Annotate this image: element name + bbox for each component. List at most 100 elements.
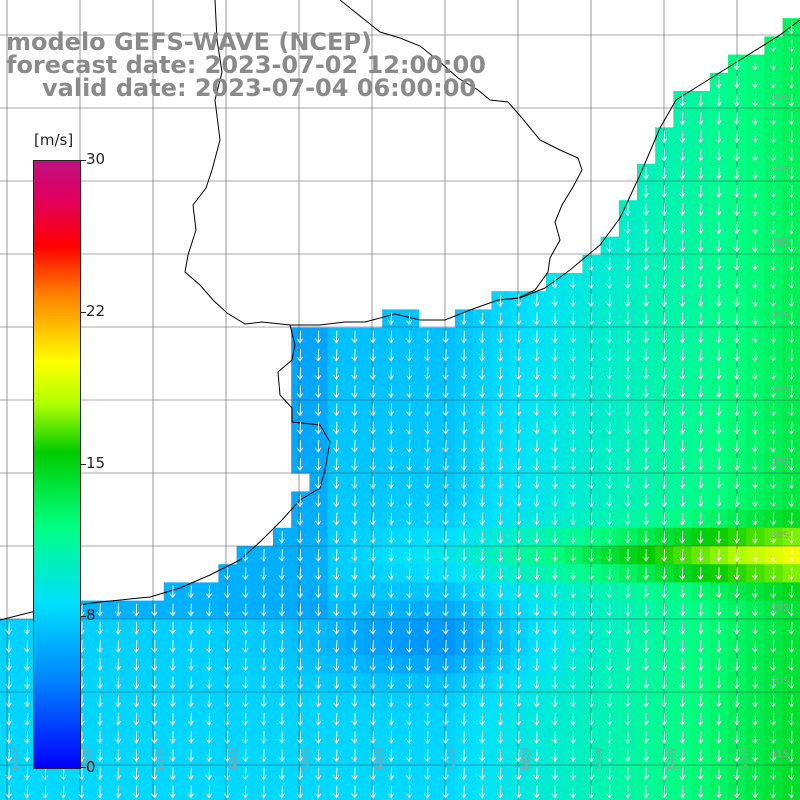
wind-arrow	[642, 185, 649, 198]
wind-arrow	[751, 185, 758, 198]
wind-arrow	[642, 658, 649, 672]
wind-arrow	[223, 731, 231, 744]
wind-arrow	[496, 676, 504, 690]
wind-arrow	[151, 694, 158, 708]
wind-arrow	[515, 694, 522, 708]
wind-arrow	[751, 94, 758, 107]
wind-arrow	[478, 749, 485, 763]
wind-arrow	[697, 476, 704, 490]
wind-arrow	[460, 476, 467, 490]
wind-arrow	[788, 367, 795, 380]
wind-arrow	[733, 476, 740, 490]
wind-arrow	[715, 767, 722, 781]
wind-arrow	[769, 585, 777, 599]
wind-arrow	[788, 712, 795, 726]
wind-arrow	[169, 640, 176, 653]
wind-arrow	[496, 621, 504, 635]
wind-arrow	[697, 166, 704, 180]
wind-arrow	[351, 694, 358, 708]
wind-arrow	[569, 567, 576, 581]
wind-arrow	[751, 330, 758, 344]
wind-arrow	[697, 294, 704, 308]
wind-arrow	[533, 476, 540, 490]
wind-arrow	[151, 658, 158, 672]
wind-arrow	[642, 276, 649, 289]
wind-arrow	[333, 712, 340, 726]
wind-arrow	[442, 785, 449, 799]
wind-arrow	[697, 549, 704, 562]
wind-arrow	[478, 476, 485, 490]
wind-arrow	[697, 658, 704, 672]
wind-arrow	[78, 785, 85, 799]
wind-arrow	[387, 348, 394, 362]
wind-arrow	[333, 439, 340, 453]
wind-arrow	[5, 749, 12, 763]
lon-label: 58W	[375, 747, 386, 770]
wind-arrow	[460, 385, 467, 399]
wind-arrow	[569, 312, 576, 326]
wind-arrow	[660, 785, 667, 799]
wind-arrow	[478, 585, 485, 599]
wind-arrow	[697, 312, 704, 326]
wind-arrow	[751, 421, 758, 435]
wind-arrow	[23, 712, 30, 726]
wind-arrow	[296, 567, 303, 581]
wind-arrow	[260, 549, 267, 562]
wind-arrow	[769, 785, 777, 799]
wind-arrow	[697, 276, 704, 289]
wind-arrow	[369, 749, 376, 763]
wind-arrow	[551, 439, 558, 453]
wind-arrow	[223, 658, 231, 672]
wind-arrow	[733, 439, 740, 453]
wind-arrow	[515, 658, 522, 672]
wind-arrow	[515, 749, 522, 763]
wind-arrow	[278, 749, 285, 763]
wind-arrow	[478, 458, 485, 471]
wind-arrow	[751, 712, 758, 726]
wind-arrow	[333, 421, 340, 435]
wind-arrow	[405, 367, 413, 380]
wind-arrow	[678, 640, 686, 653]
wind-arrow	[624, 439, 631, 453]
lon-label: 55W	[594, 747, 605, 770]
wind-arrow	[460, 694, 467, 708]
wind-arrow	[387, 458, 394, 471]
wind-arrow	[678, 403, 686, 417]
wind-arrow	[278, 567, 285, 581]
wind-arrow	[751, 640, 758, 653]
wind-arrow	[314, 494, 322, 508]
wind-arrow	[424, 458, 431, 471]
wind-arrow	[715, 749, 722, 763]
wind-arrow	[442, 348, 449, 362]
wind-arrow	[715, 239, 722, 253]
wind-arrow	[769, 621, 777, 635]
wind-arrow	[606, 567, 613, 581]
wind-arrow	[405, 439, 413, 453]
wind-arrow	[733, 421, 740, 435]
wind-arrow	[242, 676, 249, 690]
wind-arrow	[715, 348, 722, 362]
wind-arrow	[478, 694, 485, 708]
colorbar-tick-mark	[80, 767, 86, 768]
wind-arrow	[788, 421, 795, 435]
wind-arrow	[788, 257, 795, 271]
wind-arrow	[733, 767, 740, 781]
wind-arrow	[533, 439, 540, 453]
wind-arrow	[715, 330, 722, 344]
wind-arrow	[424, 731, 431, 744]
lat-label: 40S	[770, 676, 789, 687]
wind-arrow	[351, 658, 358, 672]
wind-arrow	[515, 640, 522, 653]
wind-arrow	[333, 567, 340, 581]
wind-arrow	[551, 512, 558, 526]
wind-arrow	[587, 640, 595, 653]
wind-arrow	[169, 785, 176, 799]
wind-arrow	[751, 603, 758, 617]
wind-arrow	[788, 749, 795, 763]
wind-arrow	[369, 567, 376, 581]
wind-arrow	[205, 712, 212, 726]
wind-arrow	[132, 731, 140, 744]
wind-arrow	[733, 130, 740, 144]
wind-arrow	[678, 494, 686, 508]
wind-arrow	[642, 458, 649, 471]
